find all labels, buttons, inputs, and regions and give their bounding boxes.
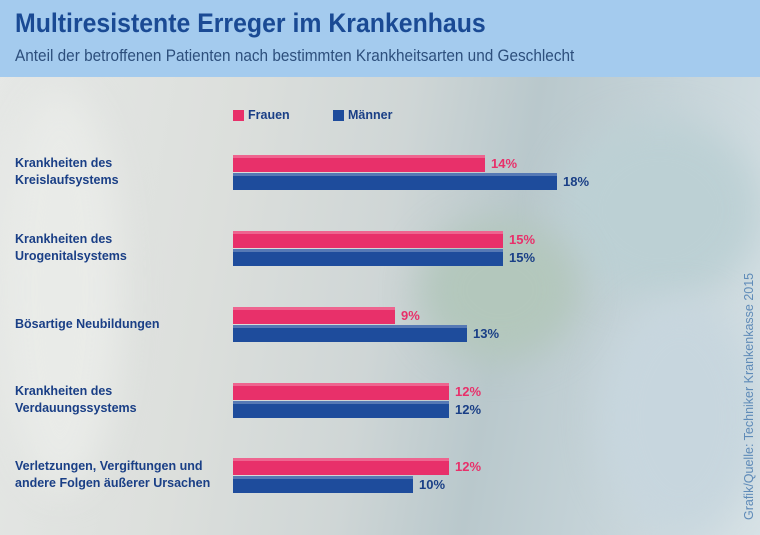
bar-frauen	[233, 458, 449, 475]
category-label-line: Krankheiten des	[15, 232, 113, 246]
bar-frauen	[233, 307, 395, 324]
bar-maenner	[233, 476, 413, 493]
source-note: Grafik/Quelle: Techniker Krankenkasse 20…	[742, 272, 756, 520]
legend-swatch-frauen	[233, 109, 244, 121]
category-label-line: Bösartige Neubildungen	[15, 316, 160, 331]
header: Multiresistente Erreger im Krankenhaus A…	[0, 0, 760, 77]
legend-item-maenner: Männer	[333, 108, 392, 122]
bar-highlight	[233, 155, 485, 158]
category-label-line: andere Folgen äußerer Ursachen	[15, 476, 211, 490]
bar-maenner	[233, 401, 449, 418]
bar-highlight	[233, 401, 449, 404]
legend-label: Frauen	[248, 108, 290, 122]
category-label: Verletzungen, Vergiftungen und andere Fol…	[15, 458, 225, 492]
data-label: 12%	[455, 384, 481, 399]
category-label-line: Krankheiten des	[15, 156, 113, 170]
bar-highlight	[233, 325, 467, 328]
bar-highlight	[233, 231, 503, 234]
data-label: 18%	[563, 174, 589, 189]
bar-frauen	[233, 383, 449, 400]
data-label: 12%	[455, 402, 481, 417]
chart-subtitle: Anteil der betroffenen Patienten nach be…	[15, 47, 575, 65]
category-label-line: Verletzungen, Vergiftungen und	[15, 459, 203, 473]
bar-highlight	[233, 249, 503, 252]
bar-highlight	[233, 476, 413, 479]
category-label-line: Urogenitalsystems	[15, 249, 127, 263]
data-label: 9%	[401, 308, 420, 323]
data-label: 15%	[509, 250, 535, 265]
category-label-line: Verdauungssystems	[15, 401, 137, 415]
data-label: 12%	[455, 459, 481, 474]
bar-highlight	[233, 383, 449, 386]
bar-frauen	[233, 231, 503, 248]
data-label: 13%	[473, 326, 499, 341]
category-label: Krankheiten des Urogenitalsystems	[15, 231, 225, 265]
data-label: 15%	[509, 232, 535, 247]
category-label: Krankheiten des Kreislaufsystems	[15, 155, 225, 189]
data-label: 10%	[419, 477, 445, 492]
bar-highlight	[233, 458, 449, 461]
bar-maenner	[233, 249, 503, 266]
legend-label: Männer	[348, 108, 393, 122]
category-label: Krankheiten des Verdauungssystems	[15, 383, 225, 417]
bar-highlight	[233, 173, 557, 176]
bar-highlight	[233, 307, 395, 310]
bar-maenner	[233, 173, 557, 190]
category-label-line: Kreislaufsystems	[15, 173, 119, 187]
category-label-line: Krankheiten des	[15, 384, 113, 398]
category-label: Bösartige Neubildungen	[15, 316, 225, 333]
bar-frauen	[233, 155, 485, 172]
data-label: 14%	[491, 156, 517, 171]
legend-swatch-maenner	[333, 109, 344, 121]
legend-item-frauen: Frauen	[233, 108, 290, 122]
chart-title: Multiresistente Erreger im Krankenhaus	[15, 8, 486, 38]
bar-maenner	[233, 325, 467, 342]
